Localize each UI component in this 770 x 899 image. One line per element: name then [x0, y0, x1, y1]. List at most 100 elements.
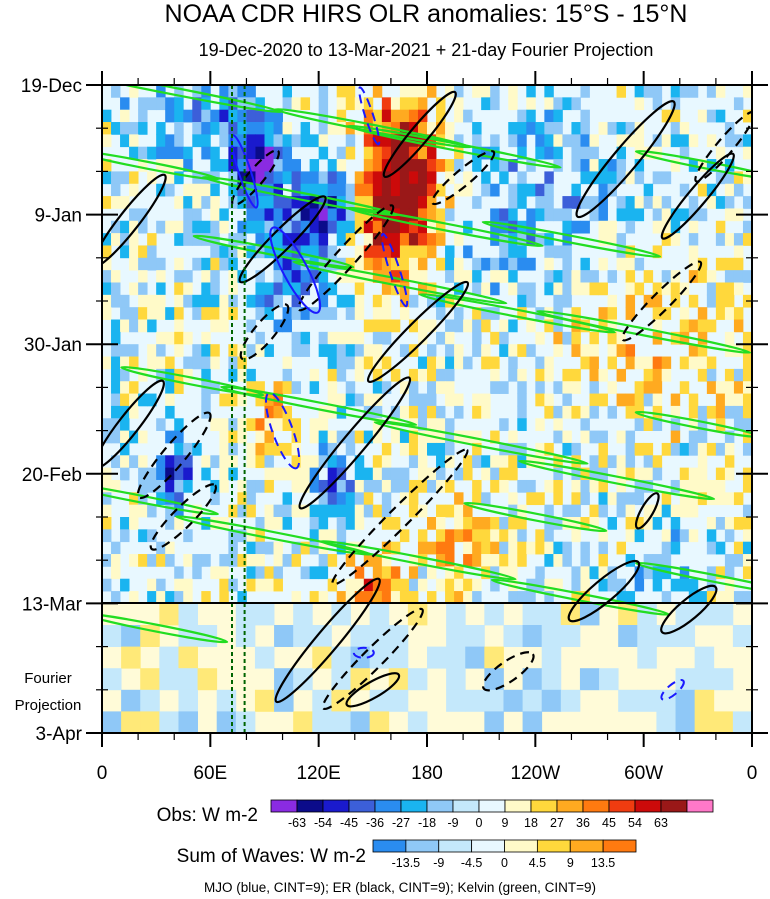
olr-cell — [237, 122, 247, 135]
olr-cell — [291, 442, 302, 456]
olr-cell — [246, 85, 256, 98]
olr-cell — [589, 171, 599, 185]
olr-cell — [291, 307, 302, 320]
olr-cell — [219, 85, 229, 98]
olr-cell — [571, 381, 581, 394]
olr-cell — [724, 405, 735, 419]
olr-cell — [526, 85, 536, 98]
olr-cell — [282, 208, 292, 222]
olr-cell — [544, 319, 554, 333]
olr-cell — [354, 356, 365, 370]
olr-cell — [399, 97, 410, 111]
olr-cell — [345, 208, 356, 222]
olr-cell — [553, 294, 563, 308]
olr-cell — [273, 381, 283, 394]
olr-cell — [598, 430, 608, 444]
olr-cell — [724, 554, 735, 567]
olr-cell — [472, 430, 482, 444]
obs-colorbar-swatch — [660, 799, 688, 813]
olr-cell — [318, 517, 329, 530]
projection-cell — [694, 603, 715, 626]
olr-cell — [246, 171, 256, 185]
olr-cell — [625, 134, 636, 148]
olr-cell — [291, 344, 302, 357]
waves-colorbar-tick-label: -4.5 — [461, 856, 483, 870]
olr-cell — [372, 245, 383, 259]
olr-cell — [408, 430, 419, 444]
olr-cell — [147, 393, 157, 407]
olr-cell — [463, 356, 473, 370]
y-tick-label: 3-Apr — [36, 724, 83, 745]
olr-cell — [264, 171, 274, 185]
projection-cell — [541, 689, 562, 712]
olr-cell — [544, 282, 554, 296]
olr-cell — [174, 566, 184, 580]
olr-cell — [454, 467, 464, 481]
projection-cell — [637, 625, 657, 647]
olr-cell — [381, 442, 392, 456]
olr-cell — [499, 418, 509, 431]
olr-cell — [318, 529, 329, 543]
olr-cell — [381, 591, 392, 604]
olr-cell — [643, 517, 654, 530]
olr-cell — [526, 220, 536, 234]
olr-cell — [607, 344, 617, 357]
olr-cell — [210, 307, 220, 320]
projection-cell — [675, 689, 696, 712]
olr-cell — [318, 430, 329, 444]
olr-cell — [697, 455, 708, 469]
olr-cell — [679, 442, 690, 456]
olr-cell — [688, 393, 699, 407]
olr-cell — [652, 220, 663, 234]
olr-cell — [174, 97, 184, 111]
olr-cell — [526, 109, 536, 123]
projection-cell — [618, 603, 638, 626]
olr-cell — [589, 282, 599, 296]
olr-cell — [580, 196, 590, 209]
olr-cell — [481, 171, 491, 185]
olr-cell — [508, 97, 518, 111]
olr-cell — [246, 418, 256, 431]
olr-cell — [562, 368, 572, 382]
olr-cell — [291, 504, 302, 518]
olr-cell — [174, 492, 184, 506]
olr-cell — [517, 122, 527, 135]
olr-cell — [165, 220, 175, 234]
olr-cell — [634, 171, 645, 185]
olr-cell — [354, 517, 365, 530]
olr-cell — [661, 171, 672, 185]
olr-cell — [399, 146, 410, 160]
olr-cell — [436, 442, 446, 456]
olr-cell — [345, 122, 356, 135]
olr-cell — [381, 282, 392, 296]
olr-cell — [508, 467, 518, 481]
olr-cell — [625, 517, 636, 530]
projection-cell — [388, 625, 409, 647]
olr-cell — [273, 245, 283, 259]
olr-cell — [399, 381, 410, 394]
olr-cell — [724, 331, 735, 345]
olr-cell — [571, 307, 581, 320]
olr-cell — [336, 109, 347, 123]
olr-cell — [625, 356, 636, 370]
olr-cell — [264, 109, 274, 123]
olr-cell — [652, 282, 663, 296]
olr-cell — [598, 171, 608, 185]
olr-cell — [219, 122, 229, 135]
olr-cell — [255, 134, 265, 148]
olr-cell — [607, 307, 617, 320]
projection-cell — [446, 603, 466, 626]
olr-cell — [670, 479, 681, 493]
olr-cell — [661, 307, 672, 320]
olr-cell — [499, 319, 509, 333]
olr-cell — [445, 245, 455, 259]
olr-cell — [354, 97, 365, 111]
olr-cell — [183, 529, 193, 543]
er-contour — [481, 651, 535, 692]
olr-cell — [454, 591, 464, 604]
olr-cell — [742, 233, 752, 246]
kelvin-contour — [292, 260, 508, 305]
olr-cell — [508, 282, 518, 296]
olr-cell — [309, 220, 320, 234]
olr-cell — [580, 159, 590, 172]
